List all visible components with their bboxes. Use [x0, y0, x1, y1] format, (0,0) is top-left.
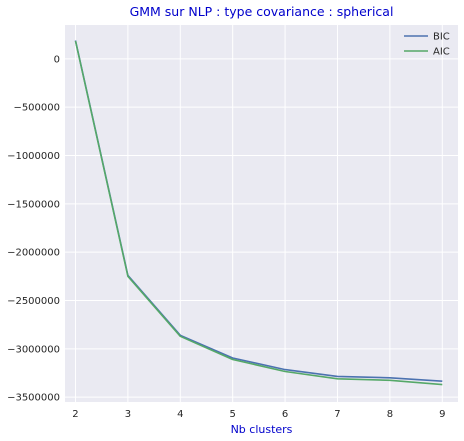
x-tick-label-2: 2 [72, 409, 78, 420]
x-tick-label-5: 5 [229, 409, 235, 420]
y-tick-label-7: −3500000 [7, 393, 60, 404]
x-tick-label-6: 6 [282, 409, 288, 420]
x-axis-label: Nb clusters [231, 423, 293, 436]
plot-area [65, 25, 458, 402]
x-axis-ticks: 2 3 4 5 6 7 8 9 [72, 409, 445, 420]
x-tick-label-9: 9 [439, 409, 445, 420]
y-tick-label-5: −2500000 [7, 296, 60, 307]
y-tick-label-3: −1500000 [7, 199, 60, 210]
x-tick-label-3: 3 [125, 409, 131, 420]
x-tick-label-8: 8 [387, 409, 393, 420]
y-tick-label-0: 0 [54, 54, 60, 65]
y-axis-ticks: 0 −500000 −1000000 −1500000 −2000000 −2500000… [7, 54, 60, 403]
series-line-aic [74, 40, 443, 386]
y-tick-label-4: −2000000 [7, 248, 60, 259]
grid [65, 25, 458, 402]
legend-label-bic: BIC [433, 32, 450, 43]
series-layer [74, 40, 443, 386]
x-tick-label-4: 4 [177, 409, 183, 420]
chart-title: GMM sur NLP : type covariance : spherica… [130, 4, 394, 19]
legend-label-aic: AIC [433, 47, 450, 58]
y-tick-label-1: −500000 [13, 103, 60, 114]
x-tick-label-7: 7 [334, 409, 340, 420]
y-tick-label-2: −1000000 [7, 151, 60, 162]
y-tick-label-6: −3000000 [7, 344, 60, 355]
legend: BIC AIC [404, 32, 450, 58]
